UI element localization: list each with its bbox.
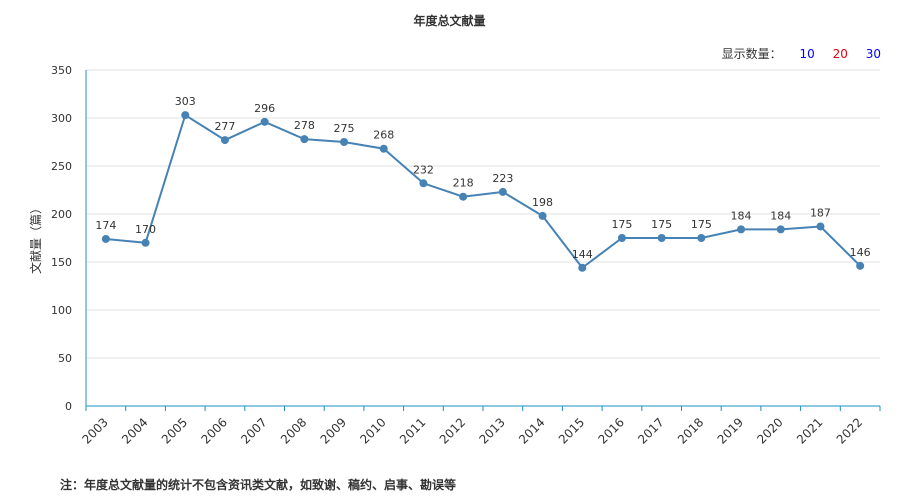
data-label: 218	[453, 177, 474, 190]
x-tick-label: 2008	[278, 415, 309, 446]
data-label: 187	[810, 206, 831, 219]
x-tick-label: 2005	[159, 415, 190, 446]
display-count-label: 显示数量：	[721, 47, 782, 61]
data-label: 175	[611, 218, 632, 231]
y-tick-label: 250	[51, 160, 72, 173]
data-label: 146	[850, 246, 871, 259]
y-tick-label: 100	[51, 304, 72, 317]
data-label: 232	[413, 163, 434, 176]
chart-title: 年度总文献量	[413, 14, 486, 28]
x-tick-label: 2003	[79, 415, 110, 446]
data-label: 223	[492, 172, 513, 185]
x-tick-label: 2011	[397, 415, 428, 446]
footnote: 注：年度总文献量的统计不包含资讯类文献，如致谢、稿约、启事、勘误等	[60, 478, 457, 492]
data-point	[419, 179, 428, 188]
display-count-selector: 显示数量： 10 20 30	[722, 45, 881, 62]
data-label: 175	[651, 218, 672, 231]
y-tick-labels: 0 50 100 150 200 250 300 350	[51, 64, 72, 413]
data-point	[816, 222, 825, 231]
data-point	[617, 234, 626, 242]
data-point	[657, 234, 666, 242]
x-tick-label: 2021	[794, 415, 825, 446]
data-label: 175	[691, 218, 712, 231]
x-tick-label: 2020	[754, 415, 785, 446]
x-tick-label: 2017	[635, 415, 666, 446]
data-point	[498, 187, 507, 196]
data-label: 184	[731, 209, 752, 222]
display-count-20-link[interactable]: 20	[832, 47, 848, 61]
data-point	[340, 138, 349, 146]
y-tick-label: 0	[65, 400, 72, 413]
data-point	[776, 225, 785, 234]
data-label: 144	[572, 248, 593, 261]
data-point	[459, 192, 468, 201]
display-count-30-link[interactable]: 30	[865, 47, 881, 61]
x-tick-label: 2018	[675, 415, 706, 446]
data-label: 170	[135, 223, 156, 236]
data-point	[101, 234, 110, 243]
data-label: 277	[214, 120, 235, 133]
data-point	[379, 144, 388, 153]
axes	[85, 70, 881, 411]
x-tick-label: 2007	[238, 415, 269, 446]
data-label: 174	[95, 219, 116, 232]
data-point	[260, 117, 269, 126]
data-point	[220, 136, 229, 145]
y-tick-label: 50	[58, 352, 72, 365]
x-tick-label: 2013	[476, 415, 507, 446]
data-label: 296	[254, 102, 275, 115]
x-tick-label: 2014	[516, 415, 547, 446]
y-tick-label: 350	[51, 64, 72, 77]
x-tick-label: 2009	[318, 415, 349, 446]
data-point	[578, 263, 587, 272]
x-tick-label: 2012	[437, 415, 468, 446]
data-point	[300, 135, 309, 144]
x-tick-label: 2004	[119, 415, 150, 446]
x-tick-labels: 2003 2004 2005 2006 2007 2008 2009 2010 2011 2012…	[79, 415, 865, 446]
data-point	[181, 111, 190, 120]
data-point	[697, 234, 706, 242]
x-tick-label: 2016	[596, 415, 627, 446]
data-labels: 174 170 303 277 296 278 275 268 232 218 223 198 144 1…	[95, 95, 870, 261]
display-count-10-link[interactable]: 10	[799, 47, 815, 61]
y-tick-label: 150	[51, 256, 72, 269]
grid-lines	[86, 69, 880, 359]
data-label: 198	[532, 196, 553, 209]
data-label: 184	[770, 209, 791, 222]
series-line	[105, 113, 861, 270]
y-tick-label: 300	[51, 112, 72, 125]
data-point	[737, 225, 746, 234]
data-label: 303	[175, 95, 196, 108]
data-point	[538, 211, 547, 220]
data-label: 268	[373, 129, 394, 142]
data-label: 275	[334, 122, 355, 135]
data-label: 278	[294, 119, 315, 132]
x-tick-label: 2022	[834, 415, 865, 446]
x-tick-label: 2015	[556, 415, 587, 446]
y-tick-label: 200	[51, 208, 72, 221]
y-axis-label: 文献量（篇）	[28, 202, 43, 274]
x-tick-label: 2019	[715, 415, 746, 446]
x-tick-label: 2006	[199, 415, 230, 446]
x-tick-label: 2010	[357, 415, 388, 446]
data-point	[141, 238, 150, 247]
series	[101, 111, 865, 272]
data-point	[856, 261, 865, 270]
